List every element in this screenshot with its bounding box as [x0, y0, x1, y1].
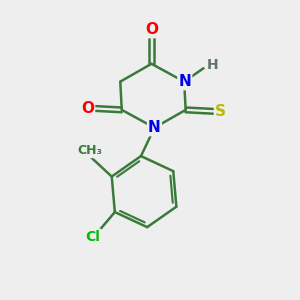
- Text: N: N: [178, 74, 191, 89]
- Text: Cl: Cl: [86, 230, 101, 244]
- Text: CH₃: CH₃: [77, 144, 102, 157]
- Text: N: N: [148, 120, 161, 135]
- Text: O: O: [81, 101, 94, 116]
- Text: H: H: [207, 58, 218, 72]
- Text: O: O: [145, 22, 158, 37]
- Text: S: S: [215, 104, 226, 119]
